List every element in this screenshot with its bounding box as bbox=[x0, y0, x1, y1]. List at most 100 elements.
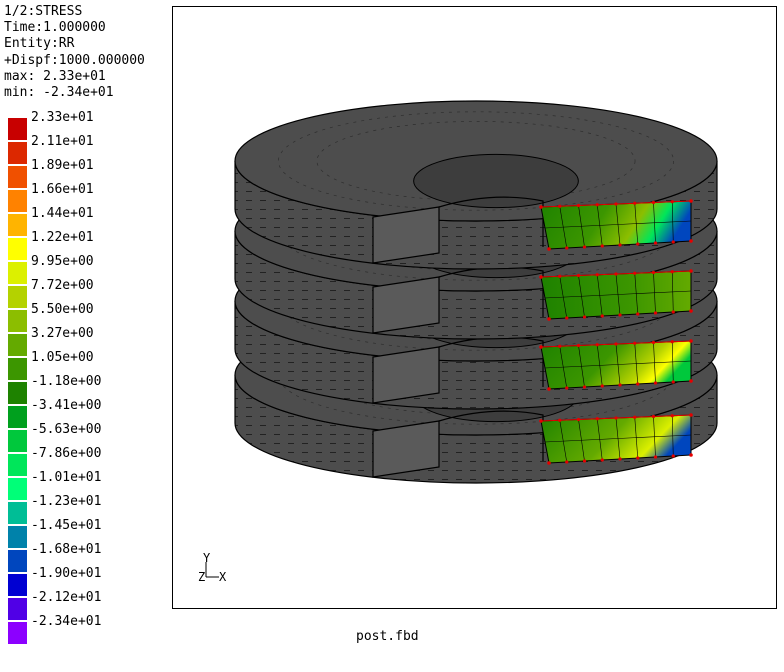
node-marker bbox=[582, 459, 587, 463]
legend-swatch bbox=[8, 622, 27, 644]
node-marker bbox=[600, 458, 604, 462]
legend-entry: -7.86e+00 bbox=[8, 446, 168, 476]
legend-label: -1.23e+01 bbox=[31, 494, 102, 509]
legend-label: -5.63e+00 bbox=[31, 422, 102, 437]
legend-entry: -1.18e+00 bbox=[8, 374, 168, 404]
element-edge bbox=[544, 434, 692, 443]
legend-swatch bbox=[8, 286, 27, 308]
node-marker bbox=[636, 382, 640, 386]
node-marker bbox=[565, 460, 569, 464]
info-line: Entity:RR bbox=[4, 36, 75, 52]
node-marker bbox=[671, 310, 675, 314]
legend-swatch bbox=[8, 166, 27, 188]
stress-section-face bbox=[540, 270, 692, 320]
info-line: 1/2:STRESS bbox=[4, 4, 83, 19]
stress-section-face bbox=[540, 414, 692, 464]
node-marker bbox=[582, 315, 587, 319]
legend-label: -1.18e+00 bbox=[31, 374, 102, 389]
legend-entry: -2.34e+01 bbox=[8, 614, 168, 644]
legend-label: -7.86e+00 bbox=[31, 446, 102, 461]
node-marker bbox=[636, 456, 640, 460]
legend-label: -1.45e+01 bbox=[31, 518, 102, 533]
node-marker bbox=[653, 455, 658, 459]
legend-label: 2.11e+01 bbox=[31, 134, 94, 149]
legend-swatch bbox=[8, 334, 27, 356]
legend-label: -2.34e+01 bbox=[31, 614, 102, 629]
legend-entry: 1.44e+01 bbox=[8, 206, 168, 236]
stress-section-face bbox=[540, 340, 692, 390]
file-name: post.fbd bbox=[356, 629, 419, 644]
node-marker bbox=[618, 457, 622, 461]
node-marker bbox=[547, 247, 551, 251]
cut-notch-edge bbox=[438, 410, 544, 461]
element-edge bbox=[544, 220, 692, 229]
legend-swatch bbox=[8, 430, 27, 452]
legend-entry: 1.05e+00 bbox=[8, 350, 168, 380]
node-marker bbox=[565, 386, 569, 390]
result-info-panel: 1/2:STRESS Time:1.000000 Entity:RR +Dispf:1… bbox=[4, 4, 145, 101]
model-render[interactable]: Y Z X bbox=[173, 7, 776, 608]
legend-swatch bbox=[8, 262, 27, 284]
legend-label: 5.50e+00 bbox=[31, 302, 94, 317]
legend-swatch bbox=[8, 310, 27, 332]
node-marker bbox=[689, 453, 693, 457]
legend-entry: -5.63e+00 bbox=[8, 422, 168, 452]
legend-swatch bbox=[8, 382, 27, 404]
node-marker bbox=[600, 384, 604, 388]
info-line: min: -2.34e+01 bbox=[4, 84, 114, 100]
legend-entry: -1.68e+01 bbox=[8, 542, 168, 572]
info-line: max: 2.33e+01 bbox=[4, 68, 106, 84]
legend-label: 1.05e+00 bbox=[31, 350, 94, 365]
node-marker bbox=[582, 245, 587, 249]
disk-stack bbox=[234, 100, 718, 484]
legend-label: -1.01e+01 bbox=[31, 470, 102, 485]
legend-label: 1.66e+01 bbox=[31, 182, 94, 197]
triad-z-label: Z bbox=[198, 570, 205, 584]
stress-section-face bbox=[540, 200, 692, 250]
legend-entry: -1.23e+01 bbox=[8, 494, 168, 524]
node-marker bbox=[653, 241, 658, 245]
legend-label: 1.89e+01 bbox=[31, 158, 94, 173]
coordinate-triad: Y Z X bbox=[198, 551, 227, 584]
legend-entry: 1.89e+01 bbox=[8, 158, 168, 188]
legend-swatch bbox=[8, 526, 27, 548]
legend-label: 7.72e+00 bbox=[31, 278, 94, 293]
node-marker bbox=[600, 314, 604, 318]
element-edge bbox=[544, 360, 692, 369]
cut-face-left bbox=[372, 206, 440, 264]
legend-entry: 2.33e+01 bbox=[8, 110, 168, 140]
legend-label: -3.41e+00 bbox=[31, 398, 102, 413]
node-marker bbox=[653, 311, 658, 315]
legend-swatch bbox=[8, 142, 27, 164]
legend-entry: 1.22e+01 bbox=[8, 230, 168, 260]
section-rim-edge bbox=[540, 414, 692, 422]
node-marker bbox=[547, 461, 551, 465]
legend-entry: 7.72e+00 bbox=[8, 278, 168, 308]
legend-label: -2.12e+01 bbox=[31, 590, 102, 605]
legend-entry: -1.01e+01 bbox=[8, 470, 168, 500]
node-marker bbox=[565, 316, 569, 320]
legend-swatch bbox=[8, 238, 27, 260]
node-marker bbox=[689, 379, 693, 383]
node-marker bbox=[689, 309, 693, 313]
section-rim-edge bbox=[540, 340, 692, 348]
legend-swatch bbox=[8, 190, 27, 212]
legend-swatch bbox=[8, 214, 27, 236]
legend-label: -1.68e+01 bbox=[31, 542, 102, 557]
node-marker bbox=[547, 387, 551, 391]
legend-entry: -3.41e+00 bbox=[8, 398, 168, 428]
legend-label: 1.44e+01 bbox=[31, 206, 94, 221]
legend-swatch bbox=[8, 574, 27, 596]
node-marker bbox=[600, 244, 604, 248]
legend-entry: 9.95e+00 bbox=[8, 254, 168, 284]
cut-face-left bbox=[372, 346, 440, 404]
legend-entry: -1.45e+01 bbox=[8, 518, 168, 548]
legend-entry: -2.12e+01 bbox=[8, 590, 168, 620]
node-marker bbox=[582, 385, 587, 389]
model-viewport[interactable]: Y Z X bbox=[172, 6, 777, 609]
legend-entry: 3.27e+00 bbox=[8, 326, 168, 356]
node-marker bbox=[671, 380, 675, 384]
legend-swatch bbox=[8, 550, 27, 572]
legend-entry: 1.66e+01 bbox=[8, 182, 168, 212]
inner-bore bbox=[413, 153, 579, 209]
